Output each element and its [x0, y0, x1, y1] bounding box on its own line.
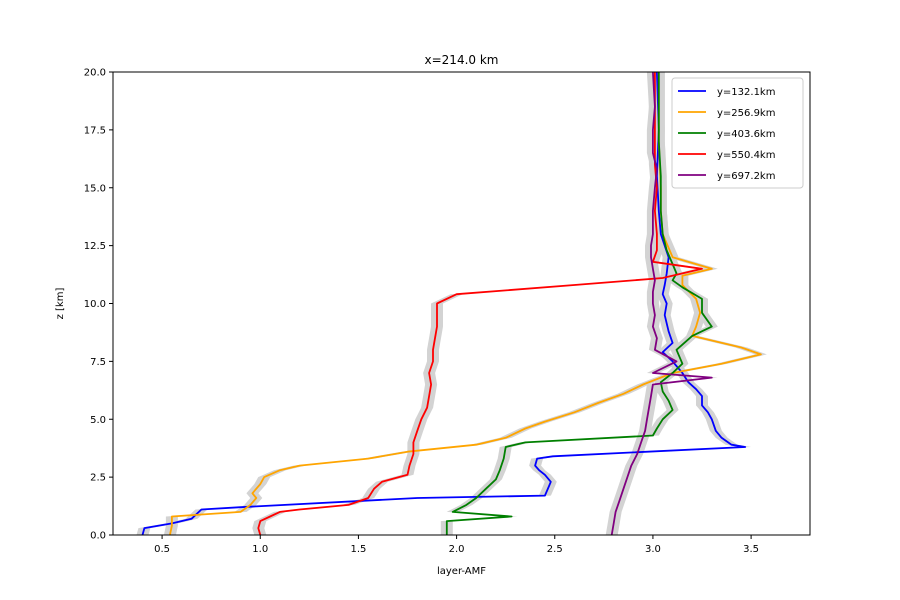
series-line-1 — [141, 71, 747, 536]
legend-label-5: y=697.2km — [717, 171, 775, 182]
x-axis-label: layer-AMF — [437, 566, 486, 577]
y-tick-label: 12.5 — [84, 241, 106, 252]
y-axis-label: z [km] — [55, 288, 66, 320]
series-lines — [141, 71, 762, 536]
x-tick-label: 1.0 — [252, 544, 268, 555]
y-axis-ticks: 0.0 2.5 5.0 7.5 10.0 12.5 15.0 17.5 20.0 — [84, 68, 113, 542]
x-tick-label: 2.5 — [547, 544, 563, 555]
series-line-5 — [610, 71, 713, 536]
chart-title: x=214.0 km — [425, 53, 499, 67]
y-tick-label: 5.0 — [90, 415, 106, 426]
series-line-3 — [445, 72, 713, 535]
legend-label-3: y=403.6km — [717, 129, 775, 140]
y-tick-label: 10.0 — [84, 299, 106, 310]
uncertainty-bands — [136, 72, 767, 535]
y-tick-label: 17.5 — [84, 125, 106, 136]
y-tick-label: 0.0 — [90, 531, 106, 542]
x-tick-label: 3.0 — [645, 544, 661, 555]
x-axis-ticks: 0.5 1.0 1.5 2.0 2.5 3.0 3.5 — [154, 535, 759, 555]
y-tick-label: 7.5 — [90, 357, 106, 368]
legend-label-1: y=132.1km — [717, 87, 775, 98]
series-line-2 — [169, 72, 762, 536]
y-tick-label: 2.5 — [90, 473, 106, 484]
x-tick-label: 0.5 — [154, 544, 170, 555]
legend-label-2: y=256.9km — [717, 108, 775, 119]
x-tick-label: 1.5 — [350, 544, 366, 555]
x-tick-label: 2.0 — [449, 544, 465, 555]
y-tick-label: 20.0 — [84, 68, 106, 79]
legend: y=132.1km y=256.9km y=403.6km y=550.4km y=69… — [671, 77, 804, 189]
y-tick-label: 15.0 — [84, 183, 106, 194]
uncertainty-band-4 — [252, 72, 709, 535]
x-tick-label: 3.5 — [743, 544, 759, 555]
series-line-4 — [257, 72, 703, 536]
legend-box — [671, 77, 804, 189]
uncertainty-band-5 — [605, 72, 718, 535]
legend-label-4: y=550.4km — [717, 150, 775, 161]
